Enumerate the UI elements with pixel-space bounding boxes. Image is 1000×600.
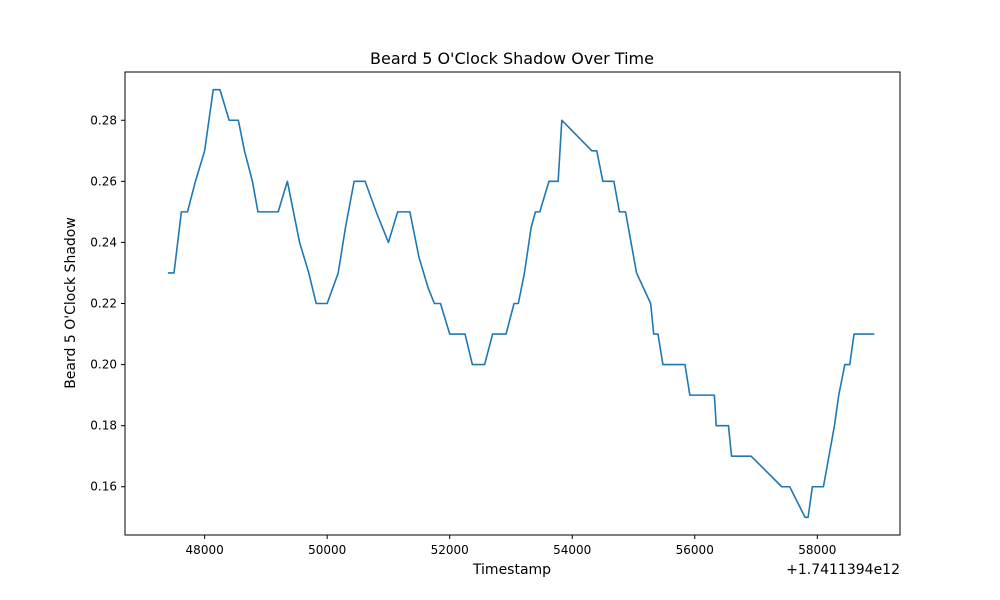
y-tick-label: 0.18 xyxy=(90,419,117,433)
x-axis-offset-label: +1.7411394e12 xyxy=(786,562,900,578)
y-tick-label: 0.22 xyxy=(90,297,117,311)
plot-area-frame xyxy=(124,71,901,536)
x-tick-label: 56000 xyxy=(676,543,714,557)
x-tick-label: 52000 xyxy=(431,543,469,557)
x-axis-label: Timestamp xyxy=(472,562,551,578)
y-axis-ticks: 0.16 0.18 0.20 0.22 0.24 0.26 0.28 xyxy=(90,113,125,494)
x-axis-ticks: 48000 50000 52000 54000 56000 58000 xyxy=(186,535,836,557)
y-tick-label: 0.26 xyxy=(90,174,117,188)
x-tick-label: 54000 xyxy=(553,543,591,557)
x-tick-label: 50000 xyxy=(308,543,346,557)
y-tick-label: 0.28 xyxy=(90,113,117,127)
y-axis-label: Beard 5 O'Clock Shadow xyxy=(63,217,79,389)
y-tick-label: 0.16 xyxy=(90,480,117,494)
x-tick-label: 58000 xyxy=(798,543,836,557)
y-tick-label: 0.20 xyxy=(90,358,117,372)
x-tick-label: 48000 xyxy=(186,543,224,557)
y-tick-label: 0.24 xyxy=(90,235,117,249)
series-line xyxy=(167,88,875,519)
chart-title: Beard 5 O'Clock Shadow Over Time xyxy=(370,49,654,68)
series-group xyxy=(167,88,875,519)
